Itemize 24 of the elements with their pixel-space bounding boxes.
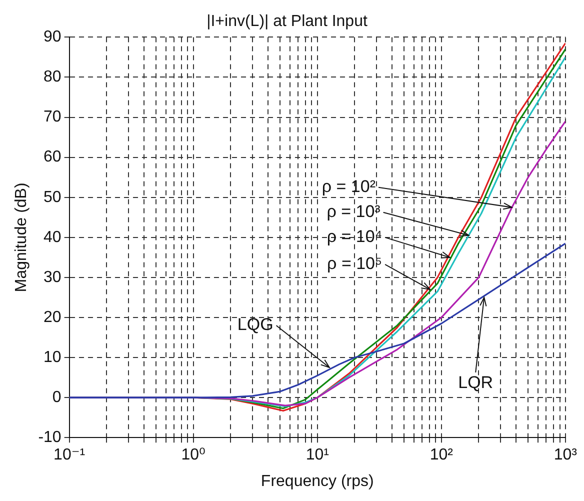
annotation: LQG [237,315,274,334]
x-axis-title: Frequency (rps) [260,472,374,490]
y-tick-label: 0 [52,388,62,406]
x-tick-label: 10¹ [306,446,329,464]
annotation: ρ = 10³ [326,202,381,222]
y-tick-label: 10 [44,348,62,366]
y-tick-label: -10 [38,429,62,446]
y-tick-label: 40 [44,228,62,246]
x-tick-label: 10⁻¹ [54,446,86,464]
y-tick-label: 50 [44,188,62,206]
y-axis-title: Magnitude (dB) [13,182,30,292]
x-tick-label: 10³ [554,446,578,464]
annotation: ρ = 10⁵ [327,254,382,274]
y-tick-label: 70 [44,108,62,126]
y-tick-label: 80 [44,68,62,86]
y-tick-label: 90 [44,28,62,46]
x-tick-label: 10⁰ [181,446,206,464]
y-tick-label: 60 [44,148,62,166]
annotation: ρ = 10² [322,177,376,196]
y-tick-label: 20 [44,308,62,326]
y-tick-label: 30 [44,268,62,286]
chart-title: |I+inv(L)| at Plant Input [206,13,368,30]
annotation: LQR [458,373,494,392]
x-tick-label: 10² [430,446,454,464]
